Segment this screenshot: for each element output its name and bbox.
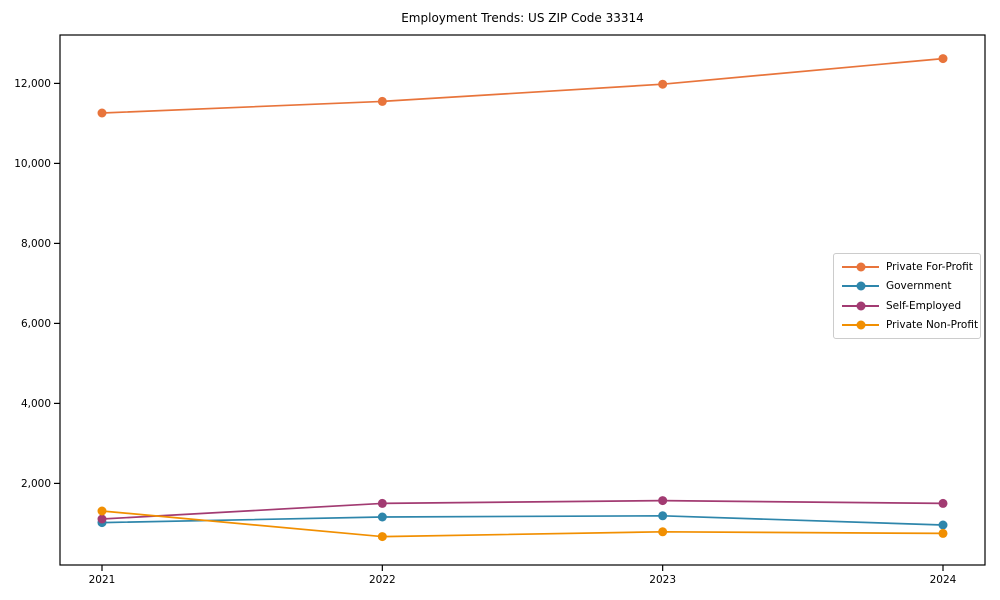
x-tick-label: 2023 [649, 574, 676, 586]
legend: Private For-Profit Government Self-Emplo… [833, 253, 981, 339]
legend-item-self-employed: Self-Employed [834, 296, 980, 315]
data-point-private-for-profit-2023 [658, 79, 668, 89]
data-point-private-for-profit-2024 [938, 54, 948, 64]
legend-item-private-for-profit: Private For-Profit [834, 257, 980, 276]
legend-label: Private Non-Profit [886, 319, 979, 332]
legend-line-sample [842, 320, 879, 330]
x-tick-label: 2024 [930, 574, 957, 586]
series-line-self-employed [101, 499, 944, 520]
y-tick-label: 8,000 [21, 238, 51, 250]
y-tick-label: 6,000 [21, 318, 51, 330]
legend-marker-icon [856, 262, 865, 272]
y-tick-label: 4,000 [21, 398, 51, 410]
legend-label: Government [886, 280, 952, 293]
y-tick-label: 2,000 [21, 478, 51, 490]
legend-line-sample [842, 301, 879, 311]
x-tick-label: 2022 [369, 574, 396, 586]
data-point-self-employed-2022 [377, 498, 387, 508]
legend-item-private-non-profit: Private Non-Profit [834, 316, 980, 335]
legend-label: Self-Employed [886, 299, 962, 312]
chart-title: Employment Trends: US ZIP Code 33314 [401, 11, 644, 25]
data-point-private-non-profit-2022 [377, 532, 387, 542]
data-point-government-2024 [938, 520, 948, 530]
legend-line-sample [842, 281, 879, 291]
data-point-private-non-profit-2024 [938, 528, 948, 538]
y-tick-label: 10,000 [14, 158, 51, 170]
series-line-private-non-profit [101, 510, 944, 538]
legend-item-government: Government [834, 277, 980, 296]
plot-frame [59, 34, 986, 566]
series-line-government [101, 514, 944, 526]
data-point-self-employed-2024 [938, 498, 948, 508]
data-point-private-non-profit-2021 [97, 506, 107, 516]
data-point-government-2022 [377, 512, 387, 522]
legend-line-sample [842, 262, 879, 272]
series-line-private-for-profit [101, 57, 944, 114]
legend-marker-icon [856, 301, 865, 311]
legend-label: Private For-Profit [886, 260, 973, 273]
data-point-government-2023 [658, 511, 668, 521]
x-tick-label: 2021 [89, 574, 116, 586]
data-point-self-employed-2023 [658, 496, 668, 506]
data-point-self-employed-2021 [97, 514, 107, 524]
y-tick-label: 12,000 [14, 78, 51, 90]
data-point-private-for-profit-2022 [377, 96, 387, 106]
legend-marker-icon [856, 320, 865, 330]
data-point-private-non-profit-2023 [658, 527, 668, 537]
legend-marker-icon [856, 281, 865, 291]
data-point-private-for-profit-2021 [97, 108, 107, 118]
